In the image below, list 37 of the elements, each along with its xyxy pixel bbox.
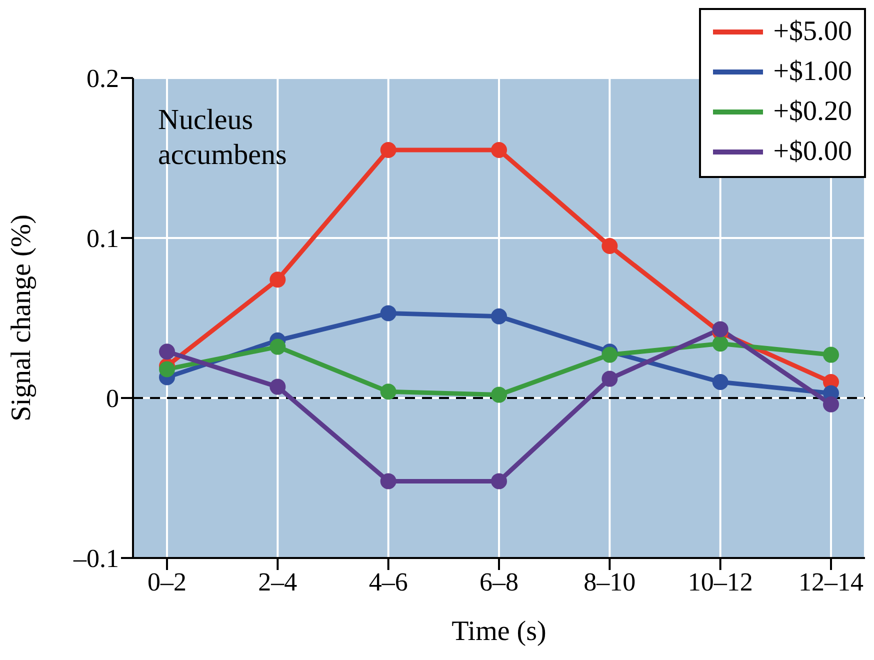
point bbox=[380, 305, 396, 322]
point bbox=[159, 344, 175, 360]
x-tick-label: 0–2 bbox=[148, 567, 186, 596]
y-tick-label: 0.2 bbox=[86, 64, 119, 94]
y-tick-label: 0 bbox=[106, 384, 119, 414]
point bbox=[602, 370, 618, 387]
x-tick-label: 4–6 bbox=[368, 567, 408, 596]
point bbox=[712, 374, 728, 390]
point bbox=[602, 238, 618, 254]
x-tick-label: 10–12 bbox=[688, 567, 753, 596]
y-tick-label: –0.1 bbox=[72, 544, 119, 574]
x-axis-title: Time (s) bbox=[452, 616, 546, 647]
x-tick-label: 8–10 bbox=[584, 567, 636, 596]
x-tick-label: 6–8 bbox=[480, 567, 518, 596]
point bbox=[380, 473, 396, 490]
point bbox=[380, 142, 396, 158]
point bbox=[602, 346, 618, 363]
point bbox=[491, 308, 507, 324]
point bbox=[270, 338, 286, 355]
legend-label: +$0.00 bbox=[773, 135, 852, 169]
point bbox=[823, 396, 839, 412]
legend-label: +$0.20 bbox=[773, 95, 852, 129]
legend-label: +$1.00 bbox=[773, 55, 852, 89]
point bbox=[491, 386, 507, 403]
x-tick-label: 12–14 bbox=[798, 567, 864, 596]
point bbox=[491, 142, 507, 158]
y-axis-title: Signal change (%) bbox=[6, 214, 37, 422]
point bbox=[491, 473, 507, 490]
point bbox=[270, 378, 286, 395]
point bbox=[380, 384, 396, 400]
point bbox=[159, 361, 175, 378]
point bbox=[270, 272, 286, 288]
legend-label: +$5.00 bbox=[773, 15, 852, 49]
annotation: Nucleus accumbens bbox=[158, 103, 288, 173]
y-tick-label: 0.1 bbox=[86, 224, 119, 254]
x-tick-label: 2–4 bbox=[258, 567, 298, 596]
point bbox=[823, 346, 839, 363]
